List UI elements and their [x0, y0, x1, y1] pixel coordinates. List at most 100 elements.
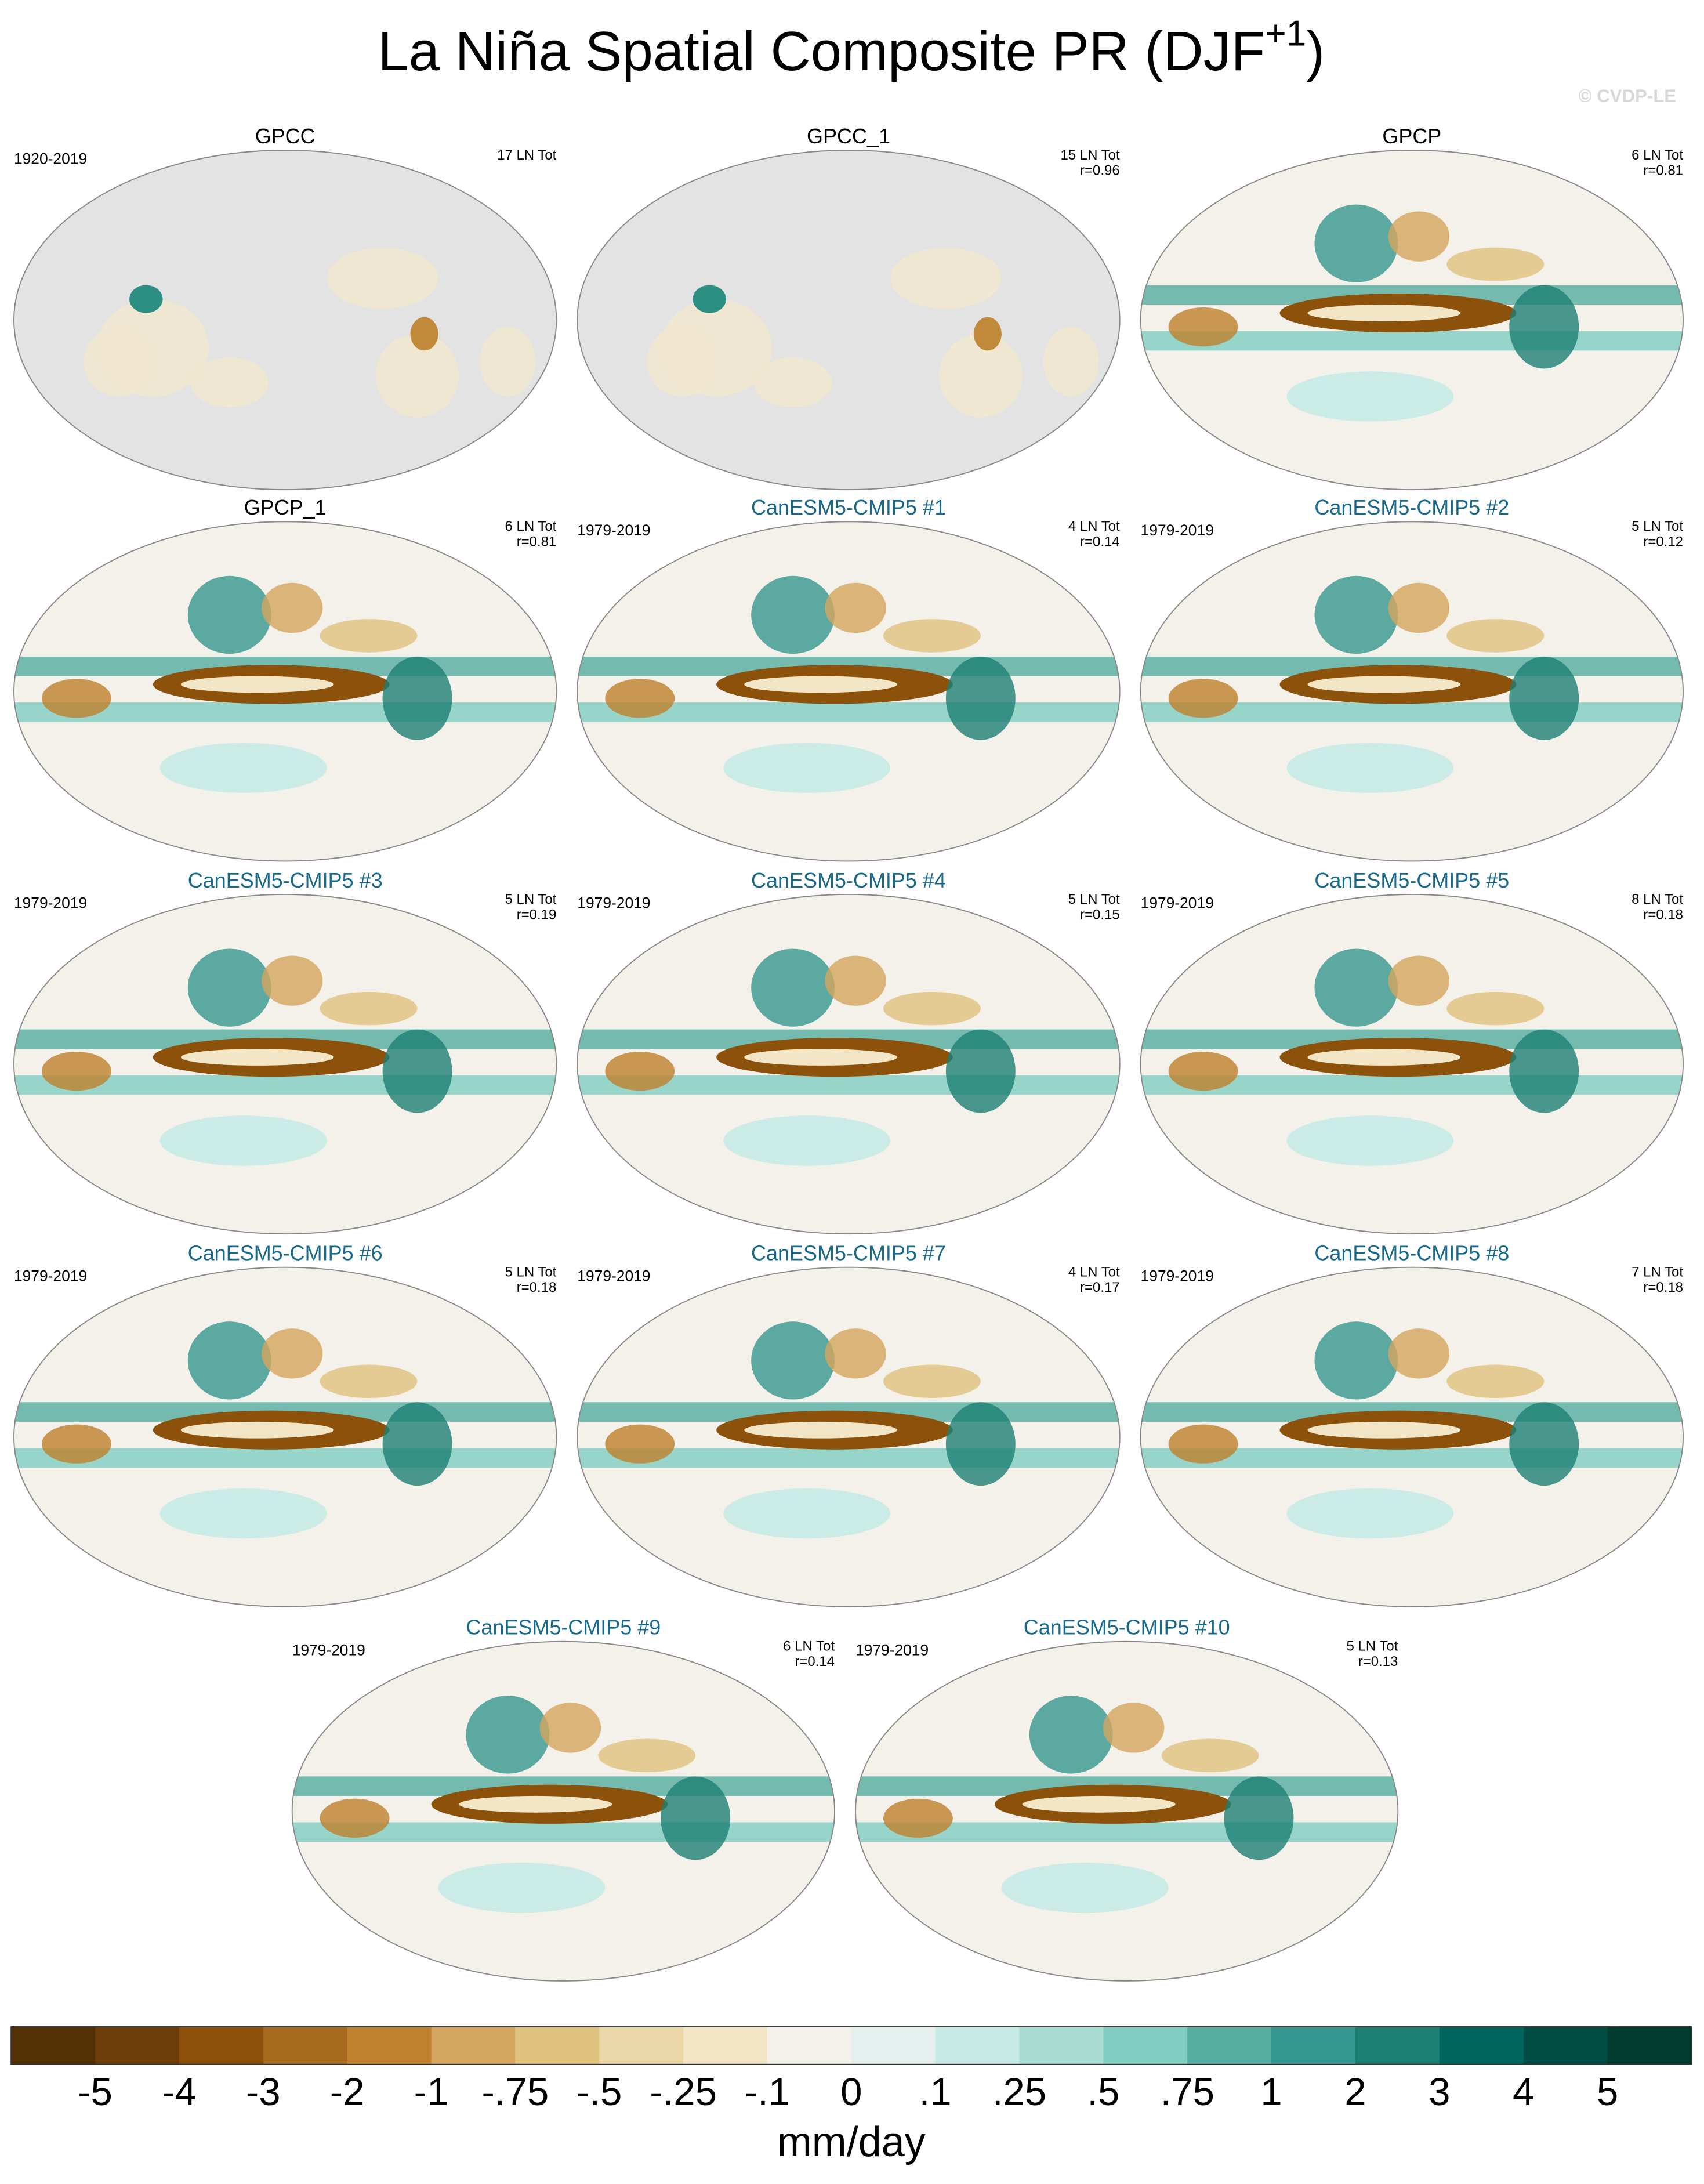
- panel-title: CanESM5-CMIP5 #4: [751, 868, 946, 892]
- land-field: [938, 334, 1023, 418]
- panel-count: 5 LN Tot: [505, 1265, 557, 1280]
- panel-title: CanESM5-CMIP5 #5: [1314, 868, 1509, 892]
- field-blob: [261, 1328, 323, 1379]
- colorbar-label: -3: [246, 2070, 281, 2114]
- map-field: [13, 1321, 557, 1539]
- panel-count: 6 LN Tot: [783, 1639, 835, 1654]
- panel-count: 5 LN Tot: [1068, 892, 1120, 907]
- field-blob: [1286, 743, 1454, 793]
- colorbar-swatch: [1103, 2027, 1188, 2065]
- map-background: [577, 150, 1120, 490]
- colorbar-swatch: [851, 2027, 936, 2065]
- panel-correlation: r=0.81: [1643, 162, 1683, 178]
- field-blob: [825, 955, 886, 1006]
- panel-period: 1979-2019: [1141, 1267, 1214, 1284]
- colorbar-swatch: [599, 2027, 684, 2065]
- map-field: [1140, 204, 1684, 422]
- field-blob: [187, 575, 271, 654]
- land-field: [1043, 327, 1099, 397]
- field-blob: [744, 676, 897, 693]
- land-field: [693, 285, 726, 313]
- field-blob: [1509, 656, 1579, 740]
- field-blob: [41, 1424, 111, 1464]
- panel-title: CanESM5-CMIP5 #6: [188, 1241, 383, 1265]
- colorbar-label: 5: [1597, 2070, 1618, 2114]
- panel-correlation: r=0.19: [517, 907, 557, 922]
- panel-period: 1979-2019: [577, 1267, 650, 1284]
- field-blob: [945, 1402, 1016, 1486]
- colorbar-swatch: [767, 2027, 852, 2065]
- panel-title: GPCC_1: [807, 124, 890, 148]
- panel-count: 7 LN Tot: [1632, 1265, 1683, 1280]
- field-blob: [539, 1703, 601, 1753]
- panel-correlation: r=0.18: [517, 1280, 557, 1295]
- field-blob: [1286, 371, 1454, 422]
- field-blob: [159, 1488, 327, 1539]
- panel-correlation: r=0.14: [1080, 534, 1120, 550]
- field-blob: [1001, 1863, 1169, 1913]
- map-outline: [577, 894, 1121, 1235]
- field-blob: [605, 1424, 675, 1464]
- panel-count: 4 LN Tot: [1068, 1265, 1120, 1280]
- colorbar-label: .25: [992, 2070, 1046, 2114]
- panel-title: GPCP: [1382, 124, 1441, 148]
- panel-title: CanESM5-CMIP5 #10: [1024, 1616, 1230, 1639]
- colorbar-swatch: [1607, 2027, 1692, 2065]
- field-blob: [744, 1049, 897, 1066]
- colorbar-outline: [10, 2026, 1692, 2065]
- field-blob: [180, 1421, 334, 1439]
- panel-correlation: r=0.18: [1643, 1280, 1683, 1295]
- panel-correlation: r=0.17: [1080, 1280, 1120, 1295]
- panel-count: 15 LN Tot: [1061, 147, 1121, 163]
- map-background: [13, 150, 557, 490]
- colorbar-swatch: [683, 2027, 768, 2065]
- colorbar-label: 3: [1429, 2070, 1450, 2114]
- panel-title: CanESM5-CMIP5 #9: [466, 1616, 661, 1639]
- field-blob: [945, 656, 1016, 740]
- land-field: [410, 317, 438, 351]
- panel-count: 5 LN Tot: [1347, 1639, 1398, 1654]
- field-blob: [883, 619, 981, 653]
- map-field: [577, 948, 1120, 1166]
- field-blob: [751, 948, 835, 1027]
- field-blob: [1307, 1049, 1461, 1066]
- map-field: [855, 1696, 1398, 1913]
- land-field: [327, 247, 438, 309]
- map-outline: [577, 521, 1121, 862]
- field-blob: [320, 619, 418, 653]
- panel-period: 1979-2019: [577, 894, 650, 912]
- panel-correlation: r=0.15: [1080, 907, 1120, 922]
- field-blob: [945, 1029, 1016, 1113]
- field-blob: [1388, 955, 1450, 1006]
- colorbar-label: 4: [1513, 2070, 1534, 2114]
- colorbar-label: 1: [1260, 2070, 1282, 2114]
- land-field: [375, 334, 459, 418]
- map-outline: [13, 1266, 557, 1607]
- map-field: [1140, 1321, 1684, 1539]
- field-blob: [1168, 1051, 1238, 1091]
- map-panel: GPCC 1920-2019 17 LN Tot: [13, 124, 557, 491]
- land-field: [190, 357, 269, 408]
- colorbar-label: -1: [414, 2070, 449, 2114]
- field-blob: [661, 1776, 731, 1860]
- land-field: [973, 317, 1002, 351]
- field-blob: [1022, 1795, 1176, 1813]
- map-outline: [1140, 150, 1684, 491]
- map-field: [647, 247, 1099, 418]
- field-blob: [438, 1863, 606, 1913]
- field-blob: [382, 1029, 452, 1113]
- figure-title: La Niña Spatial Composite PR (DJF+1): [378, 14, 1325, 82]
- field-blob: [723, 1115, 890, 1166]
- colorbar-label: -.5: [577, 2070, 622, 2114]
- field-blob: [1446, 247, 1545, 281]
- panel-period: 1979-2019: [1141, 521, 1214, 539]
- colorbar-swatch: [1439, 2027, 1524, 2065]
